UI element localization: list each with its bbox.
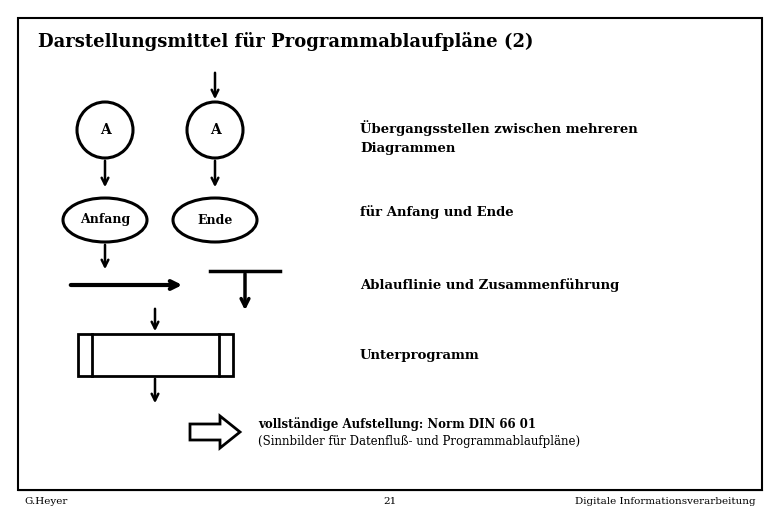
Text: A: A <box>100 123 111 137</box>
Text: Übergangsstellen zwischen mehreren
Diagrammen: Übergangsstellen zwischen mehreren Diagr… <box>360 120 638 155</box>
Polygon shape <box>190 416 240 448</box>
Text: Ende: Ende <box>197 214 232 227</box>
Text: G.Heyer: G.Heyer <box>24 498 67 506</box>
Text: Anfang: Anfang <box>80 214 130 227</box>
Text: vollständige Aufstellung: Norm DIN 66 01: vollständige Aufstellung: Norm DIN 66 01 <box>258 417 536 431</box>
Text: (Sinnbilder für Datenfluß- und Programmablaufpläne): (Sinnbilder für Datenfluß- und Programma… <box>258 436 580 448</box>
Text: Darstellungsmittel für Programmablaufpläne (2): Darstellungsmittel für Programmablaufplä… <box>38 32 534 51</box>
Text: Unterprogramm: Unterprogramm <box>360 348 480 361</box>
Ellipse shape <box>187 102 243 158</box>
Text: A: A <box>210 123 221 137</box>
Ellipse shape <box>63 198 147 242</box>
Text: Ablauflinie und Zusammenführung: Ablauflinie und Zusammenführung <box>360 278 619 292</box>
Bar <box>77 334 232 376</box>
Text: 21: 21 <box>384 498 396 506</box>
Ellipse shape <box>173 198 257 242</box>
Text: Digitale Informationsverarbeitung: Digitale Informationsverarbeitung <box>576 498 756 506</box>
Ellipse shape <box>77 102 133 158</box>
Text: für Anfang und Ende: für Anfang und Ende <box>360 205 513 219</box>
